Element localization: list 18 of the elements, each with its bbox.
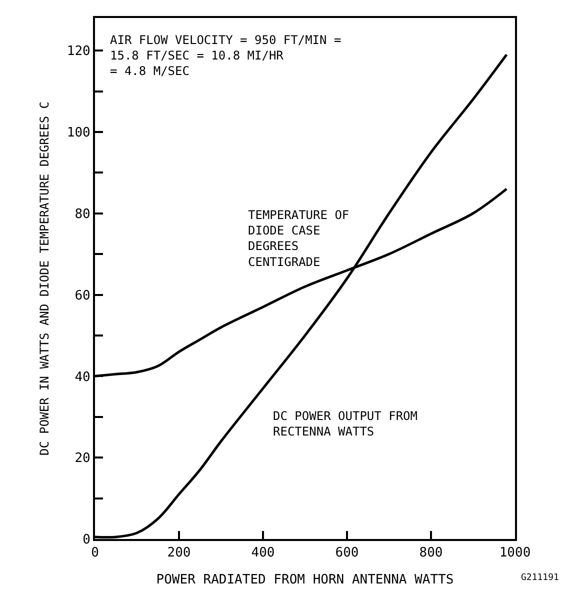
y-tick-label: 100 — [66, 126, 90, 141]
x-tick-label: 200 — [167, 546, 191, 561]
series-label: DC POWER OUTPUT FROM RECTENNA WATTS — [273, 409, 418, 439]
x-tick-label: 800 — [419, 546, 443, 561]
y-tick-label: 60 — [74, 288, 90, 304]
y-tick-label: 20 — [74, 451, 90, 466]
x-tick-label: 600 — [335, 546, 359, 561]
y-tick-label: 40 — [74, 370, 90, 385]
x-tick-label: 400 — [251, 546, 275, 561]
x-axis-title: POWER RADIATED FROM HORN ANTENNA WATTS — [156, 572, 454, 588]
annotation: AIR FLOW VELOCITY = 950 FT/MIN = 15.8 FT/SEC = 10.8 MI/HR = 4.8 M/SEC — [110, 33, 342, 78]
y-tick-label: 80 — [74, 206, 90, 222]
y-tick-label: 120 — [66, 44, 90, 60]
series-label: TEMPERATURE OF DIODE CASE DEGREES CENTIGRADE — [248, 208, 350, 269]
text: G211191 — [521, 573, 559, 583]
x-tick-label: 1000 — [499, 546, 531, 561]
y-tick-label: 0 — [82, 532, 90, 548]
y-axis-title: DC POWER IN WATTS AND DIODE TEMPERATURE DEGREES C — [38, 101, 52, 456]
